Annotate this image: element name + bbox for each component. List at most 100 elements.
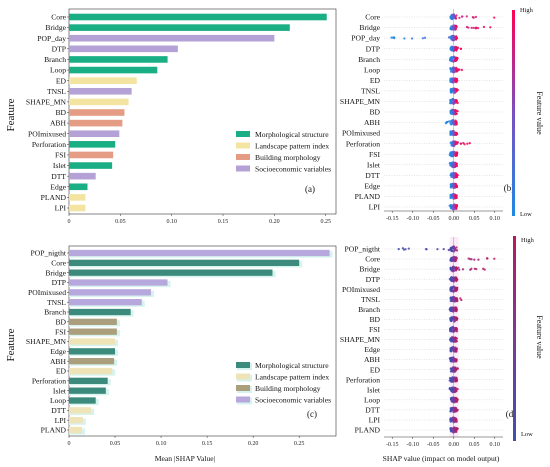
legend-label: Landscape pattern index [255,373,329,382]
tick-label: Edge [364,181,380,190]
bar [69,162,113,169]
shap-point [453,46,456,49]
shap-point [454,24,458,28]
panel-label: (c) [307,409,317,419]
shap-point [450,16,453,19]
tick-label: 0.05 [115,219,126,225]
shap-point [454,185,457,188]
shap-point [449,258,453,261]
shap-point [452,285,456,288]
shap-point [452,366,455,369]
bar [69,318,117,325]
shap-point [450,407,453,410]
shap-point [452,250,456,253]
shap-point [449,36,452,40]
bar [69,259,300,266]
tick-label: Islet [53,161,67,170]
shap-point [455,399,458,402]
tick-label: ED [370,76,381,85]
tick-label: Loop [50,66,66,75]
colorbar-d [513,236,516,441]
tick-label: BD [55,317,66,326]
shap-point [472,26,475,30]
shap-point [452,98,455,102]
tick-label: 0.05 [469,216,480,222]
shap-point [453,172,456,175]
tick-label: -0.15 [386,216,399,222]
bar [69,358,115,365]
shap-point [449,278,452,281]
bar [69,172,96,180]
shap-point [450,420,453,423]
tick-label: FSI [55,327,66,336]
shap-point [451,348,455,351]
shap-point [465,15,468,18]
bar [69,407,92,414]
shap-point [450,249,453,253]
tick-label: ABH [364,118,381,127]
legend-swatch [236,396,250,403]
shap-point [451,380,454,383]
shap-point [455,409,459,412]
colorbar-d-title: Feature value [535,315,544,359]
shap-point [455,66,458,70]
colorbar-d-low: Low [521,431,533,438]
tick-label: POImixused [28,288,66,297]
bar [69,109,125,116]
shap-point [454,369,458,372]
bar [69,269,273,276]
shap-point [451,316,454,319]
shap-point [455,297,459,301]
shap-point [457,266,460,269]
legend-label: Morphological structure [255,130,329,139]
shap-point [455,397,459,400]
shap-point [454,409,457,412]
shap-point [455,249,459,252]
shap-point [449,418,452,421]
tick-label: PLAND [41,193,67,202]
tick-label: FSI [369,325,380,334]
bar [69,13,327,21]
shap-point [397,247,400,251]
tick-label: 0.10 [490,216,501,222]
tick-label: Edge [50,182,66,191]
tick-label: 0.05 [469,442,480,448]
shap-point [451,417,455,420]
tick-label: BD [369,108,380,117]
colorbar-b-low: Low [520,211,532,218]
tick-label: ED [56,367,67,376]
bar [69,299,142,306]
shap-point [451,154,454,157]
shap-point [453,79,457,82]
tick-label: 0.05 [110,441,121,447]
shap-point [453,207,456,211]
tick-label: 0.20 [248,441,259,447]
tick-label: TNSL [361,86,380,95]
shap-point [451,270,454,273]
shap-point [449,429,453,433]
bar [69,367,113,375]
shap-point [451,87,454,90]
tick-label: 0.15 [218,219,229,225]
tick-label: ABH [50,119,67,128]
shap-point [449,56,452,60]
legend-label: Building morphology [255,384,321,393]
shap-point [450,144,453,147]
shap-point [470,26,473,29]
shap-point [451,26,455,30]
shap-point [449,299,452,303]
shap-point [452,24,455,27]
shap-point [449,133,452,136]
shap-point [452,255,455,259]
tick-label: DTP [52,44,66,53]
tick-label: ABH [50,357,67,366]
shap-point [450,46,454,49]
shap-point [450,387,453,390]
shap-point [451,397,454,401]
shap-point [448,120,451,123]
swarm-plot-d: POP_nigthtCoreBridgeDTPPOImixusedTNSLBra… [340,237,516,448]
panel-label: (b) [504,183,515,193]
shap-point [448,327,452,331]
shap-point [449,308,452,311]
shap-point [453,277,456,280]
